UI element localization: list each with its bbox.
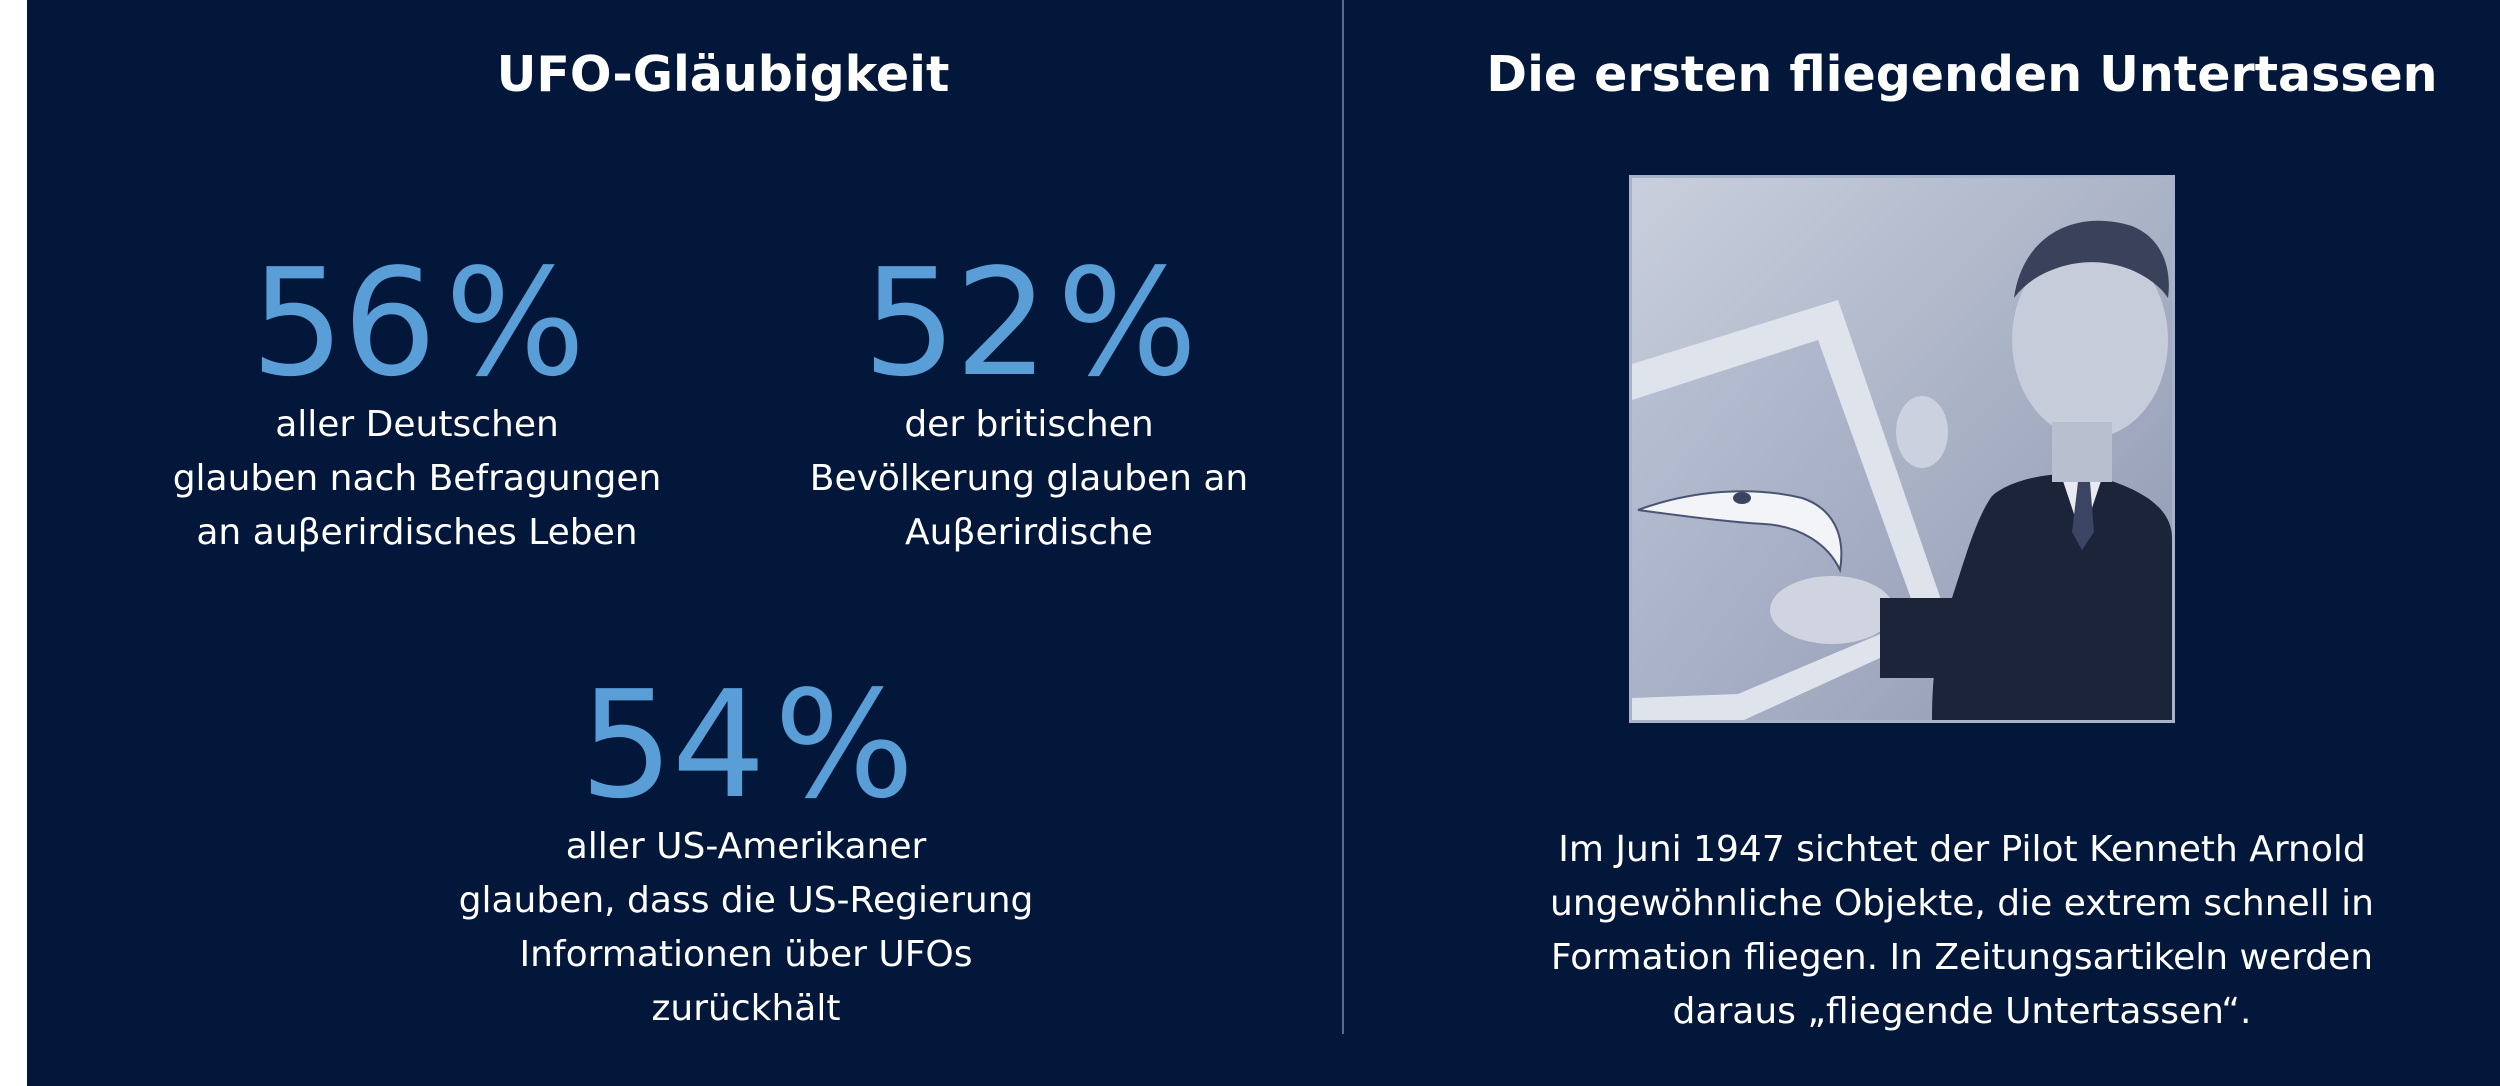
stat-germany: 56% aller Deutschen glauben nach Befragu… — [137, 248, 697, 560]
infographic-panel: UFO-Gläubigkeit 56% aller Deutschen glau… — [27, 0, 2500, 1086]
stat-usa-line: glauben, dass die US-Regierung — [458, 880, 1034, 921]
caption-line: Formation fliegen. In Zeitungsartikeln w… — [1550, 937, 2374, 978]
ufo-belief-heading: UFO-Gläubigkeit — [496, 46, 950, 103]
stat-usa-value: 54% — [424, 670, 1068, 820]
stat-germany-unit: % — [444, 237, 586, 409]
stat-britain-value: 52% — [749, 248, 1309, 398]
stat-usa-description: aller US-Amerikaner glauben, dass die US… — [424, 820, 1068, 1036]
stat-britain-unit: % — [1056, 237, 1198, 409]
caption-line: ungewöhnliche Objekte, die extrem schnel… — [1550, 883, 2374, 924]
stat-britain-line: Auβerirdische — [905, 512, 1153, 553]
photo-caption: Im Juni 1947 sichtet der Pilot Kenneth A… — [1344, 823, 2500, 1039]
stat-usa-line: Informationen über UFOs — [519, 934, 973, 975]
stat-britain-line: Bevölkerung glauben an — [809, 458, 1249, 499]
saucer-drawing — [1637, 490, 1843, 574]
man-neck — [2052, 422, 2112, 482]
stat-britain: 52% der britischen Bevölkerung glauben a… — [749, 248, 1309, 560]
stat-usa-line: zurückhält — [651, 988, 841, 1029]
stat-germany-value: 56% — [137, 248, 697, 398]
photo-illustration — [1632, 178, 2172, 720]
kenneth-arnold-photo — [1629, 175, 2175, 723]
stat-usa-number: 54 — [579, 659, 766, 831]
stat-germany-number: 56 — [250, 237, 437, 409]
caption-line: Im Juni 1947 sichtet der Pilot Kenneth A… — [1558, 829, 2366, 870]
stat-usa-line: aller US-Amerikaner — [565, 826, 927, 867]
stat-usa-unit: % — [773, 659, 915, 831]
man-head — [2012, 242, 2168, 438]
man-hand — [1770, 576, 1894, 644]
stat-britain-line: der britischen — [904, 404, 1154, 445]
stat-germany-line: glauben nach Befragungen — [172, 458, 662, 499]
stat-germany-description: aller Deutschen glauben nach Befragungen… — [137, 398, 697, 560]
caption-line: daraus „fliegende Untertassen“. — [1672, 991, 2252, 1032]
man-sleeve — [1880, 598, 1970, 678]
man-hair — [2014, 220, 2169, 298]
saucer-dome — [1733, 492, 1751, 504]
flying-saucers-heading: Die ersten fliegenden Untertassen — [1486, 46, 2438, 103]
stat-usa: 54% aller US-Amerikaner glauben, dass di… — [424, 670, 1068, 1036]
man-suit — [1932, 474, 2172, 720]
stat-germany-line: aller Deutschen — [275, 404, 559, 445]
stat-germany-line: an auβerirdisches Leben — [196, 512, 638, 553]
man-tie — [2072, 482, 2094, 550]
man-hand-upper — [1896, 396, 1948, 468]
stat-britain-description: der britischen Bevölkerung glauben an Au… — [749, 398, 1309, 560]
stat-britain-number: 52 — [862, 237, 1049, 409]
column-divider — [1342, 0, 1344, 1034]
